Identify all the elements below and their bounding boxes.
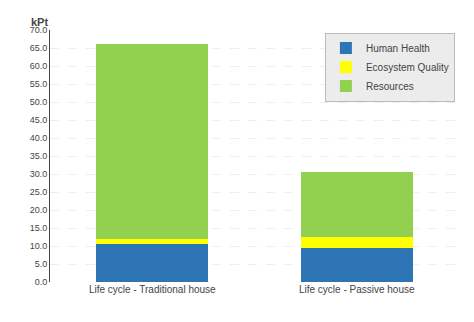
svg-text:Life cycle - Passive house: Life cycle - Passive house <box>299 284 415 295</box>
svg-text:5.0: 5.0 <box>35 259 48 269</box>
svg-text:20.0: 20.0 <box>30 205 48 215</box>
svg-text:Life cycle - Traditional house: Life cycle - Traditional house <box>89 284 216 295</box>
svg-text:kPt: kPt <box>31 16 48 28</box>
svg-text:65.0: 65.0 <box>30 43 48 53</box>
svg-text:55.0: 55.0 <box>30 79 48 89</box>
svg-text:60.0: 60.0 <box>30 61 48 71</box>
svg-text:50.0: 50.0 <box>30 97 48 107</box>
svg-text:40.0: 40.0 <box>30 133 48 143</box>
svg-text:Resources: Resources <box>366 81 414 92</box>
svg-text:Ecosystem Quality: Ecosystem Quality <box>366 62 449 73</box>
svg-text:30.0: 30.0 <box>30 169 48 179</box>
svg-text:35.0: 35.0 <box>30 151 48 161</box>
svg-text:70.0: 70.0 <box>30 25 48 35</box>
svg-text:25.0: 25.0 <box>30 187 48 197</box>
svg-text:45.0: 45.0 <box>30 115 48 125</box>
svg-text:15.0: 15.0 <box>30 223 48 233</box>
svg-text:10.0: 10.0 <box>30 241 48 251</box>
svg-text:Human Health: Human Health <box>366 43 430 54</box>
svg-text:0.0: 0.0 <box>35 277 48 287</box>
